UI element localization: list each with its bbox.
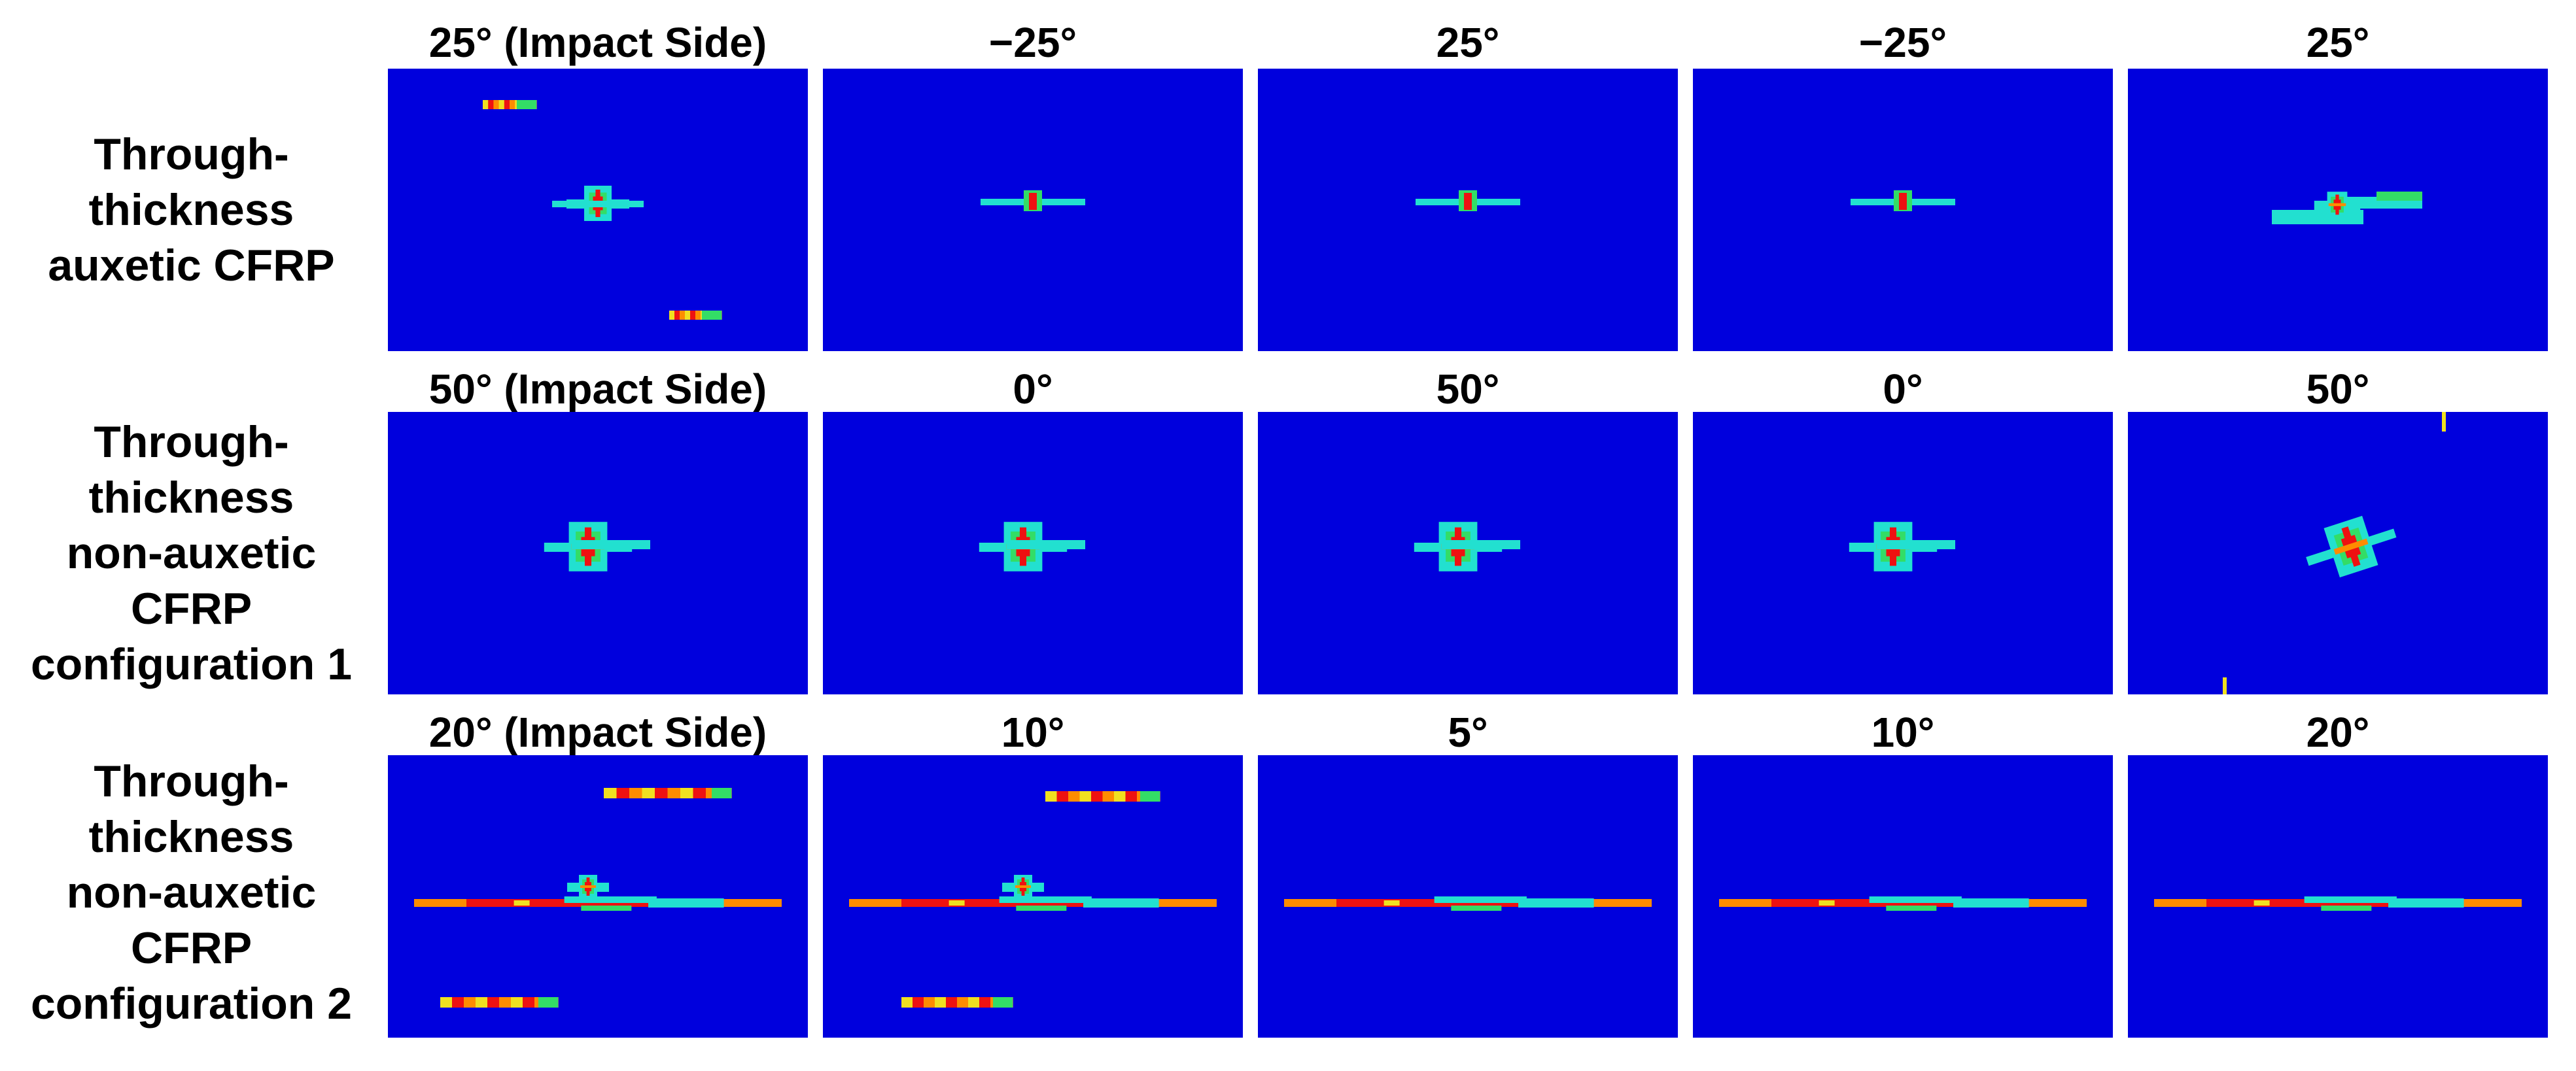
damage-region [483, 100, 537, 109]
damage-panel [823, 755, 1243, 1038]
damage-panel [1693, 755, 2113, 1038]
damage-map [1414, 522, 1520, 571]
row-label-line: thickness [88, 472, 294, 522]
damage-panel [1693, 69, 2113, 351]
panel-title: 20° (Impact Side) [428, 708, 767, 756]
damage-region [981, 190, 1085, 211]
damage-region [2154, 896, 2522, 911]
panel-title: 25° (Impact Side) [428, 18, 767, 66]
row-label-line: non-auxetic [66, 867, 317, 917]
damage-region [2376, 192, 2422, 201]
panel-title: 10° [1001, 708, 1065, 756]
damage-region [2306, 515, 2397, 578]
row-label-line: thickness [88, 184, 294, 235]
damage-region [1007, 540, 1085, 549]
row-label: Through-thickness auxetic CFRP [0, 69, 383, 351]
damage-map [544, 522, 650, 571]
row-label: Through-thickness non-auxetic CFRP configur… [0, 412, 383, 694]
damage-map [483, 100, 722, 320]
damage-region [414, 896, 782, 911]
damage-panel [2128, 755, 2548, 1038]
damage-map [1849, 522, 1955, 571]
damage-map [1719, 896, 2087, 911]
row-label-line: Through- [94, 129, 289, 179]
panel-title: 5° [1448, 708, 1488, 756]
damage-region [901, 997, 1013, 1008]
damage-map [1416, 190, 1520, 211]
damage-panel [823, 69, 1243, 351]
damage-map [1851, 190, 1955, 211]
damage-region [1851, 190, 1955, 211]
row-label-line: CFRP [130, 923, 252, 973]
damage-region [849, 896, 1217, 911]
damage-region [572, 540, 650, 549]
row-label-line: Through- [94, 416, 289, 467]
damage-region [1416, 190, 1520, 211]
row-label: Through-thickness non-auxetic CFRP configur… [0, 732, 383, 1053]
damage-map [2223, 412, 2446, 694]
panel-title: 25° [1436, 18, 1500, 66]
damage-region [2272, 210, 2363, 224]
damage-panel [2128, 412, 2548, 694]
damage-map [2272, 192, 2422, 224]
damage-map [2154, 896, 2522, 911]
damage-panel [1258, 69, 1678, 351]
damage-map [414, 788, 782, 1008]
damage-region [1284, 896, 1652, 911]
damage-panel [388, 69, 808, 351]
damage-region [2314, 192, 2361, 218]
panel-title: 10° [1871, 708, 1935, 756]
damage-panel [388, 412, 808, 694]
row-label-line: Through- [94, 756, 289, 806]
row-label-line: configuration 1 [30, 639, 353, 689]
damage-map [849, 791, 1217, 1008]
panel-title: 0° [1883, 365, 1923, 413]
panel-title: 20° [2306, 708, 2370, 756]
damage-region [1719, 896, 2087, 911]
damage-panel [1258, 412, 1678, 694]
panel-title: 50° [2306, 365, 2370, 413]
panel-title: 25° [2306, 18, 2370, 66]
panel-title: 50° (Impact Side) [428, 365, 767, 413]
damage-region [440, 997, 559, 1008]
damage-map [979, 522, 1085, 571]
damage-panel [1258, 755, 1678, 1038]
damage-region [2442, 412, 2446, 432]
damage-panel [2128, 69, 2548, 351]
damage-map [1284, 896, 1652, 911]
damage-panel [388, 755, 808, 1038]
damage-region [669, 311, 722, 320]
damage-region [1002, 875, 1044, 898]
damage-panel [1693, 412, 2113, 694]
damage-map [981, 190, 1085, 211]
damage-region [567, 875, 609, 898]
damage-region [1442, 540, 1520, 549]
damage-region [2223, 677, 2227, 694]
damage-region [1045, 791, 1160, 802]
damage-panel [823, 412, 1243, 694]
damage-region [1877, 540, 1955, 549]
panel-title: 0° [1013, 365, 1053, 413]
damage-region [604, 788, 732, 798]
row-label-line: non-auxetic [66, 528, 317, 578]
panel-title: 50° [1436, 365, 1500, 413]
row-label-line: thickness [88, 811, 294, 862]
row-label-line: auxetic CFRP [48, 240, 335, 290]
panel-title: −25° [1858, 18, 1947, 66]
row-label-line: configuration 2 [30, 978, 353, 1028]
row-label-line: CFRP [130, 583, 252, 634]
panel-title: −25° [988, 18, 1077, 66]
damage-region [552, 201, 644, 207]
